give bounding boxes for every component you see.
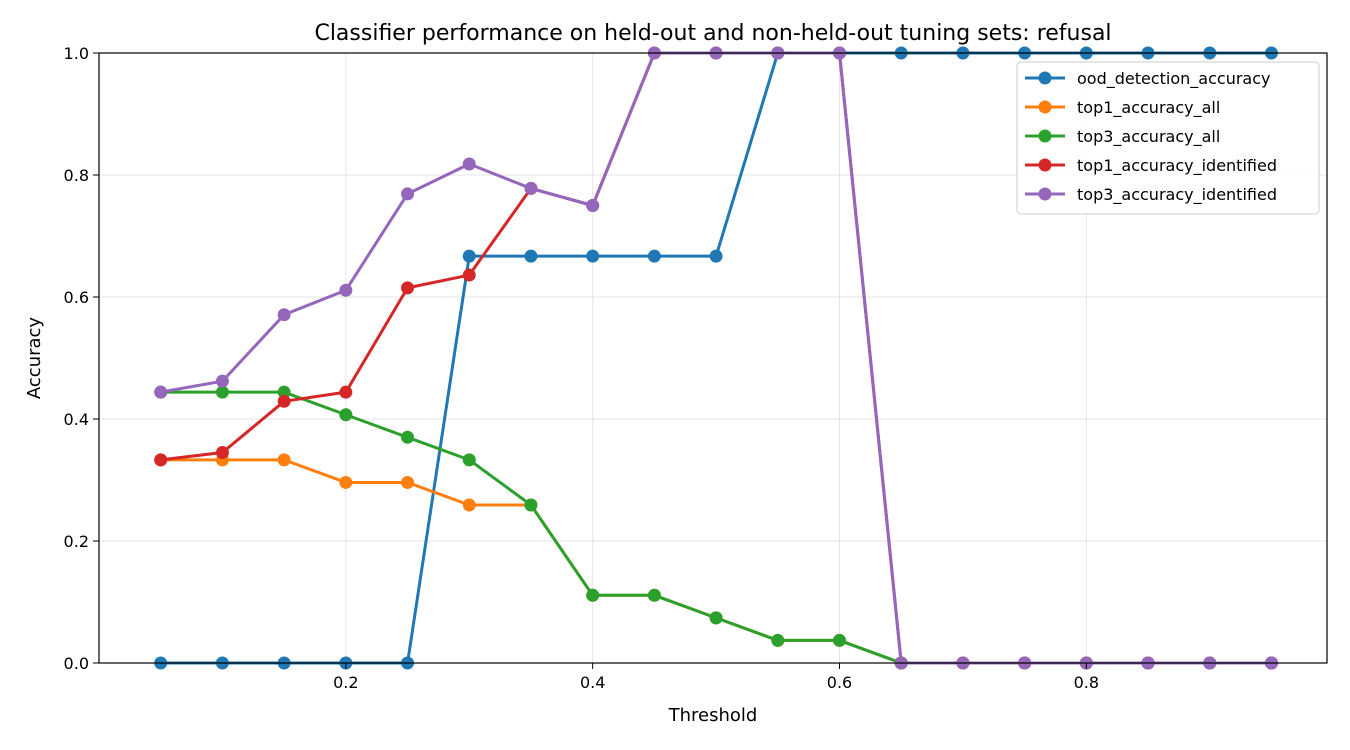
x-tick-label: 0.2 bbox=[333, 673, 358, 692]
data-point bbox=[215, 374, 229, 388]
y-tick-label: 1.0 bbox=[64, 44, 89, 63]
data-point bbox=[401, 475, 415, 489]
series-top3_accuracy_all bbox=[154, 385, 1278, 670]
y-tick-label: 0.8 bbox=[64, 166, 89, 185]
legend-marker bbox=[1038, 129, 1052, 143]
legend-label: top3_accuracy_identified bbox=[1077, 185, 1277, 205]
data-point bbox=[462, 498, 476, 512]
y-tick-label: 0.0 bbox=[64, 654, 89, 673]
x-axis-label: Threshold bbox=[668, 705, 758, 726]
legend-item: top3_accuracy_all bbox=[1025, 127, 1220, 147]
data-point bbox=[215, 385, 229, 399]
legend-item: top1_accuracy_identified bbox=[1025, 156, 1277, 176]
data-point bbox=[647, 249, 661, 263]
data-point bbox=[709, 249, 723, 263]
data-point bbox=[154, 453, 168, 467]
series-line bbox=[160, 458, 1272, 665]
y-tick-label: 0.4 bbox=[64, 410, 89, 429]
x-tick-label: 0.8 bbox=[1074, 673, 1099, 692]
data-point bbox=[462, 268, 476, 282]
data-point bbox=[339, 283, 353, 297]
chart-title: Classifier performance on held-out and n… bbox=[314, 21, 1111, 46]
plot-frame bbox=[98, 52, 1328, 664]
y-tick-label: 0.2 bbox=[64, 532, 89, 551]
series-top1_accuracy_all bbox=[154, 453, 1278, 670]
x-axis-ticks: 0.2 0.4 0.6 0.8 bbox=[333, 663, 1099, 692]
data-point bbox=[524, 181, 538, 195]
data-point bbox=[277, 385, 291, 399]
legend-marker bbox=[1038, 158, 1052, 172]
data-point bbox=[647, 588, 661, 602]
y-axis-ticks: 0.0 0.2 0.4 0.6 0.8 1.0 bbox=[64, 44, 99, 673]
y-axis-label: Accuracy bbox=[24, 317, 45, 400]
x-tick-label: 0.4 bbox=[580, 673, 605, 692]
data-point bbox=[154, 385, 168, 399]
legend-marker bbox=[1038, 187, 1052, 201]
data-point bbox=[339, 475, 353, 489]
data-point bbox=[771, 633, 785, 647]
data-point bbox=[339, 385, 353, 399]
legend-label: top1_accuracy_all bbox=[1077, 98, 1220, 118]
data-point bbox=[586, 199, 600, 212]
legend-label: top3_accuracy_all bbox=[1077, 127, 1220, 147]
legend-label: ood_detection_accuracy bbox=[1077, 69, 1270, 89]
data-point bbox=[462, 157, 476, 171]
data-point bbox=[524, 498, 538, 512]
x-tick-label: 0.6 bbox=[827, 673, 852, 692]
data-point bbox=[277, 308, 291, 322]
legend-box bbox=[1016, 61, 1320, 215]
data-point bbox=[462, 453, 476, 467]
data-point bbox=[277, 394, 291, 408]
legend-item: ood_detection_accuracy bbox=[1025, 69, 1270, 89]
legend-label: top1_accuracy_identified bbox=[1077, 156, 1277, 176]
legend: ood_detection_accuracy top1_accuracy_allt… bbox=[1016, 61, 1320, 215]
y-tick-label: 0.6 bbox=[64, 288, 89, 307]
data-point bbox=[462, 249, 476, 263]
legend-marker bbox=[1038, 100, 1052, 114]
data-point bbox=[401, 430, 415, 444]
data-point bbox=[215, 446, 229, 460]
data-point bbox=[586, 249, 600, 263]
data-point bbox=[401, 281, 415, 295]
data-point bbox=[339, 408, 353, 422]
legend-item: top1_accuracy_all bbox=[1025, 98, 1220, 118]
data-point bbox=[586, 588, 600, 602]
data-point bbox=[833, 633, 847, 647]
legend-item: top3_accuracy_identified bbox=[1025, 185, 1277, 205]
data-point bbox=[709, 611, 723, 625]
legend-marker bbox=[1038, 71, 1052, 85]
data-point bbox=[277, 453, 291, 467]
data-point bbox=[401, 187, 415, 201]
data-point bbox=[524, 249, 538, 263]
